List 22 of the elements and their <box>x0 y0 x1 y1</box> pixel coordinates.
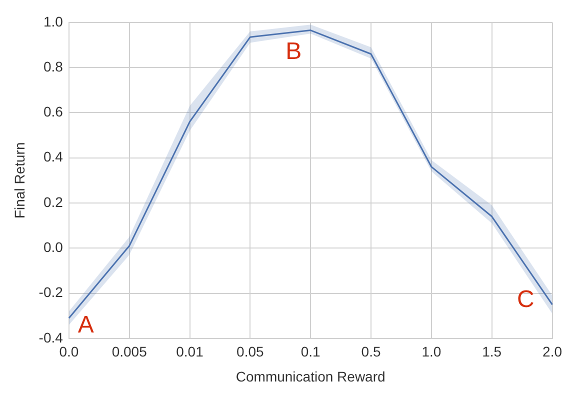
y-tick-label: 0.0 <box>43 238 64 255</box>
y-tick-label: 0.2 <box>43 194 64 210</box>
x-tick-label: 0.5 <box>361 344 381 360</box>
annotation: C <box>517 286 534 314</box>
y-axis-title: Final Return <box>11 142 28 219</box>
x-tick-label: 1.5 <box>482 344 502 360</box>
x-tick-label: 1.0 <box>422 344 442 360</box>
x-axis-title: Communication Reward <box>236 368 386 384</box>
y-tick-label: -0.4 <box>38 329 64 346</box>
x-tick-label: 0.05 <box>236 344 264 360</box>
x-tick-label: 0.0 <box>59 344 79 360</box>
y-tick-label: 0.4 <box>43 148 64 165</box>
x-tick-label: 0.01 <box>176 344 204 360</box>
x-tick-label: 2.0 <box>542 344 562 360</box>
x-tick-label: 0.005 <box>112 344 148 360</box>
y-tick-label: 1.0 <box>43 13 64 30</box>
y-tick-label: 0.8 <box>43 58 64 74</box>
y-tick-label: 0.6 <box>43 104 64 120</box>
x-tick-label: 0.1 <box>300 344 321 360</box>
annotation: B <box>286 38 302 66</box>
annotation: A <box>78 311 94 338</box>
y-tick-label: -0.2 <box>38 284 64 300</box>
